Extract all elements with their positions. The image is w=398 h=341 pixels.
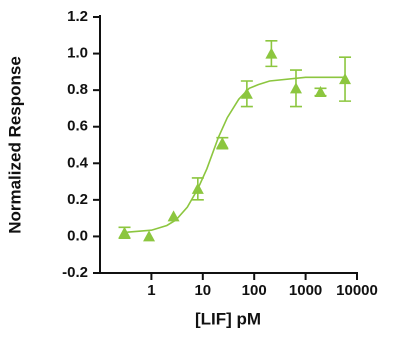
- x-tick-label: 10: [194, 282, 211, 299]
- fit-curve: [124, 76, 346, 234]
- x-tick-label: 100: [242, 282, 267, 299]
- data-point: [191, 182, 204, 194]
- y-tick-label: 1.0: [67, 45, 88, 62]
- x-tick-label: 10000: [336, 282, 378, 299]
- data-point: [265, 47, 278, 59]
- y-tick-label: 1.2: [67, 8, 88, 25]
- x-tick-label: 1: [147, 282, 155, 299]
- data-point: [289, 82, 302, 94]
- data-point: [118, 226, 131, 238]
- y-tick-label: 0.4: [67, 154, 89, 171]
- y-tick-label: -0.2: [62, 264, 88, 281]
- y-tick-label: 0.2: [67, 191, 88, 208]
- y-tick-label: 0.8: [67, 81, 88, 98]
- data-point: [339, 73, 352, 85]
- x-axis-label: [LIF] pM: [195, 309, 261, 328]
- data-point: [216, 137, 229, 149]
- data-point: [240, 87, 253, 99]
- y-tick-label: 0.0: [67, 227, 88, 244]
- data-point: [167, 210, 180, 222]
- data-point: [143, 230, 156, 242]
- y-axis-label: Normalized Response: [5, 56, 24, 234]
- data-point: [314, 85, 327, 97]
- x-tick-label: 1000: [289, 282, 322, 299]
- y-tick-label: 0.6: [67, 118, 88, 135]
